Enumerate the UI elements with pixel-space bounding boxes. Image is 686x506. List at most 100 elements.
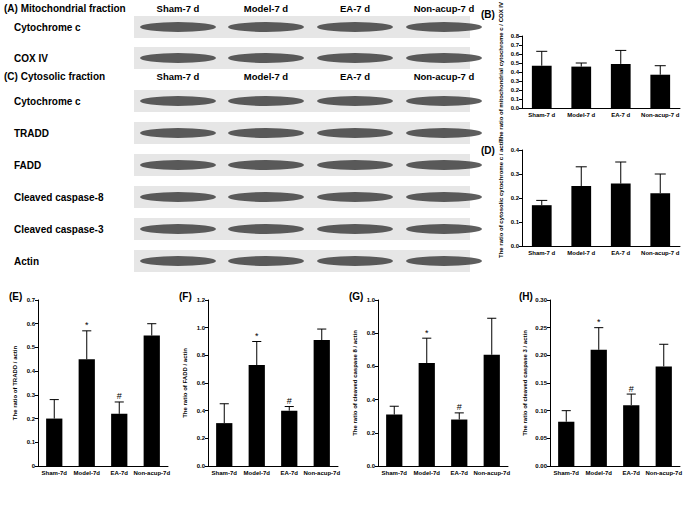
svg-text:#: #	[457, 402, 462, 412]
svg-text:(C) Cytosolic fraction: (C) Cytosolic fraction	[4, 71, 105, 82]
svg-text:Non-acup-7d: Non-acup-7d	[303, 470, 340, 476]
svg-text:0.7: 0.7	[511, 42, 520, 48]
svg-text:0.3: 0.3	[511, 78, 520, 84]
svg-text:0.2: 0.2	[511, 195, 520, 201]
svg-text:(B): (B)	[481, 9, 495, 20]
svg-text:EA-7 d: EA-7 d	[611, 250, 630, 256]
svg-text:Sham-7 d: Sham-7 d	[528, 250, 555, 256]
svg-text:Model-7d: Model-7d	[586, 470, 613, 476]
svg-text:0.6: 0.6	[367, 363, 376, 369]
svg-text:0: 0	[32, 463, 36, 469]
svg-text:0.0: 0.0	[197, 463, 206, 469]
svg-text:(A) Mitochondrial fraction: (A) Mitochondrial fraction	[4, 3, 126, 14]
svg-text:The ratio of FADD / actin: The ratio of FADD / actin	[182, 348, 188, 418]
svg-text:Non-acup-7 d: Non-acup-7 d	[414, 71, 475, 82]
svg-text:#: #	[117, 391, 122, 401]
svg-text:*: *	[255, 331, 259, 341]
svg-text:0.0: 0.0	[511, 243, 520, 249]
svg-text:0.6: 0.6	[511, 51, 520, 57]
svg-text:0.8: 0.8	[197, 352, 206, 358]
svg-text:TRADD: TRADD	[14, 128, 49, 139]
svg-text:#: #	[287, 396, 292, 406]
svg-text:0.1: 0.1	[511, 219, 520, 225]
svg-text:Non-acup-7d: Non-acup-7d	[645, 470, 682, 476]
svg-text:The ratio of cleaved caspase 3: The ratio of cleaved caspase 3 / actin	[522, 330, 528, 436]
svg-text:Sham-7d: Sham-7d	[42, 470, 68, 476]
svg-text:Model-7 d: Model-7 d	[567, 112, 595, 118]
svg-text:EA-7 d: EA-7 d	[340, 71, 370, 82]
svg-text:*: *	[597, 317, 601, 327]
svg-text:(H): (H)	[519, 291, 533, 302]
svg-text:Model-7d: Model-7d	[244, 470, 271, 476]
svg-text:Sham-7 d: Sham-7 d	[528, 112, 555, 118]
svg-text:0.5: 0.5	[27, 344, 36, 350]
svg-text:Model-7d: Model-7d	[74, 470, 101, 476]
svg-text:Non-acup-7 d: Non-acup-7 d	[641, 250, 680, 256]
svg-text:0.5: 0.5	[511, 60, 520, 66]
svg-text:Model-7 d: Model-7 d	[567, 250, 595, 256]
svg-text:EA-7d: EA-7d	[451, 470, 469, 476]
svg-text:0.2: 0.2	[197, 435, 206, 441]
svg-text:#: #	[629, 384, 634, 394]
svg-text:0.4: 0.4	[511, 147, 520, 153]
svg-text:Sham-7d: Sham-7d	[212, 470, 238, 476]
svg-text:0.00: 0.00	[535, 463, 547, 469]
svg-text:0.7: 0.7	[27, 297, 36, 303]
svg-text:EA-7d: EA-7d	[281, 470, 299, 476]
svg-text:Actin: Actin	[14, 256, 39, 267]
svg-text:COX IV: COX IV	[14, 53, 48, 64]
svg-text:0.4: 0.4	[511, 69, 520, 75]
svg-text:Cytochrome c: Cytochrome c	[14, 96, 81, 107]
svg-text:Cleaved caspase-3: Cleaved caspase-3	[14, 224, 104, 235]
svg-text:(G): (G)	[349, 291, 363, 302]
svg-text:Non-acup-7 d: Non-acup-7 d	[414, 3, 475, 14]
svg-text:EA-7d: EA-7d	[111, 470, 129, 476]
svg-text:0.8: 0.8	[367, 330, 376, 336]
svg-text:0.6: 0.6	[197, 380, 206, 386]
svg-text:EA-7 d: EA-7 d	[611, 112, 630, 118]
svg-text:0.3: 0.3	[511, 171, 520, 177]
svg-text:0.05: 0.05	[535, 435, 547, 441]
svg-text:The ratio of TRADD / actin: The ratio of TRADD / actin	[12, 346, 18, 421]
svg-text:*: *	[425, 328, 429, 338]
svg-text:*: *	[85, 320, 89, 330]
svg-text:(F): (F)	[179, 291, 192, 302]
svg-text:Non-acup-7 d: Non-acup-7 d	[641, 112, 680, 118]
svg-text:0.1: 0.1	[27, 439, 36, 445]
svg-text:Model-7 d: Model-7 d	[244, 71, 289, 82]
svg-text:Sham-7d: Sham-7d	[382, 470, 408, 476]
svg-text:0.2: 0.2	[367, 430, 376, 436]
svg-text:(D): (D)	[481, 145, 495, 156]
svg-text:EA-7d: EA-7d	[623, 470, 641, 476]
svg-text:Sham-7 d: Sham-7 d	[157, 3, 200, 14]
svg-text:(E): (E)	[9, 291, 22, 302]
svg-text:1.0: 1.0	[197, 325, 206, 331]
svg-text:0.20: 0.20	[535, 352, 547, 358]
svg-text:Sham-7 d: Sham-7 d	[157, 71, 200, 82]
svg-text:0.0: 0.0	[511, 105, 520, 111]
svg-text:0.0: 0.0	[367, 463, 376, 469]
svg-text:Model-7d: Model-7d	[414, 470, 441, 476]
svg-text:0.4: 0.4	[27, 368, 36, 374]
svg-text:0.2: 0.2	[511, 87, 520, 93]
svg-text:0.10: 0.10	[535, 408, 547, 414]
svg-text:0.2: 0.2	[27, 416, 36, 422]
svg-text:1.2: 1.2	[197, 297, 206, 303]
svg-text:Model-7 d: Model-7 d	[244, 3, 289, 14]
svg-text:0.8: 0.8	[511, 33, 520, 39]
svg-text:0.1: 0.1	[511, 96, 520, 102]
svg-text:0.4: 0.4	[367, 397, 376, 403]
svg-text:Non-acup-7d: Non-acup-7d	[473, 470, 510, 476]
svg-text:EA-7 d: EA-7 d	[340, 3, 370, 14]
svg-text:The ratio of cytosolic cytochr: The ratio of cytosolic cytochrome c / ac…	[498, 138, 504, 258]
svg-text:Sham-7d: Sham-7d	[554, 470, 580, 476]
svg-text:1.0: 1.0	[367, 297, 376, 303]
svg-text:Cleaved caspase-8: Cleaved caspase-8	[14, 192, 104, 203]
svg-text:Non-acup-7d: Non-acup-7d	[133, 470, 170, 476]
svg-text:FADD: FADD	[14, 160, 41, 171]
svg-text:0.30: 0.30	[535, 297, 547, 303]
svg-text:Cytochrome c: Cytochrome c	[14, 22, 81, 33]
svg-text:0.4: 0.4	[197, 408, 206, 414]
svg-text:The ratio of mitochondrial cyt: The ratio of mitochondrial cytochrome c …	[498, 2, 504, 142]
svg-text:0.6: 0.6	[27, 321, 36, 327]
